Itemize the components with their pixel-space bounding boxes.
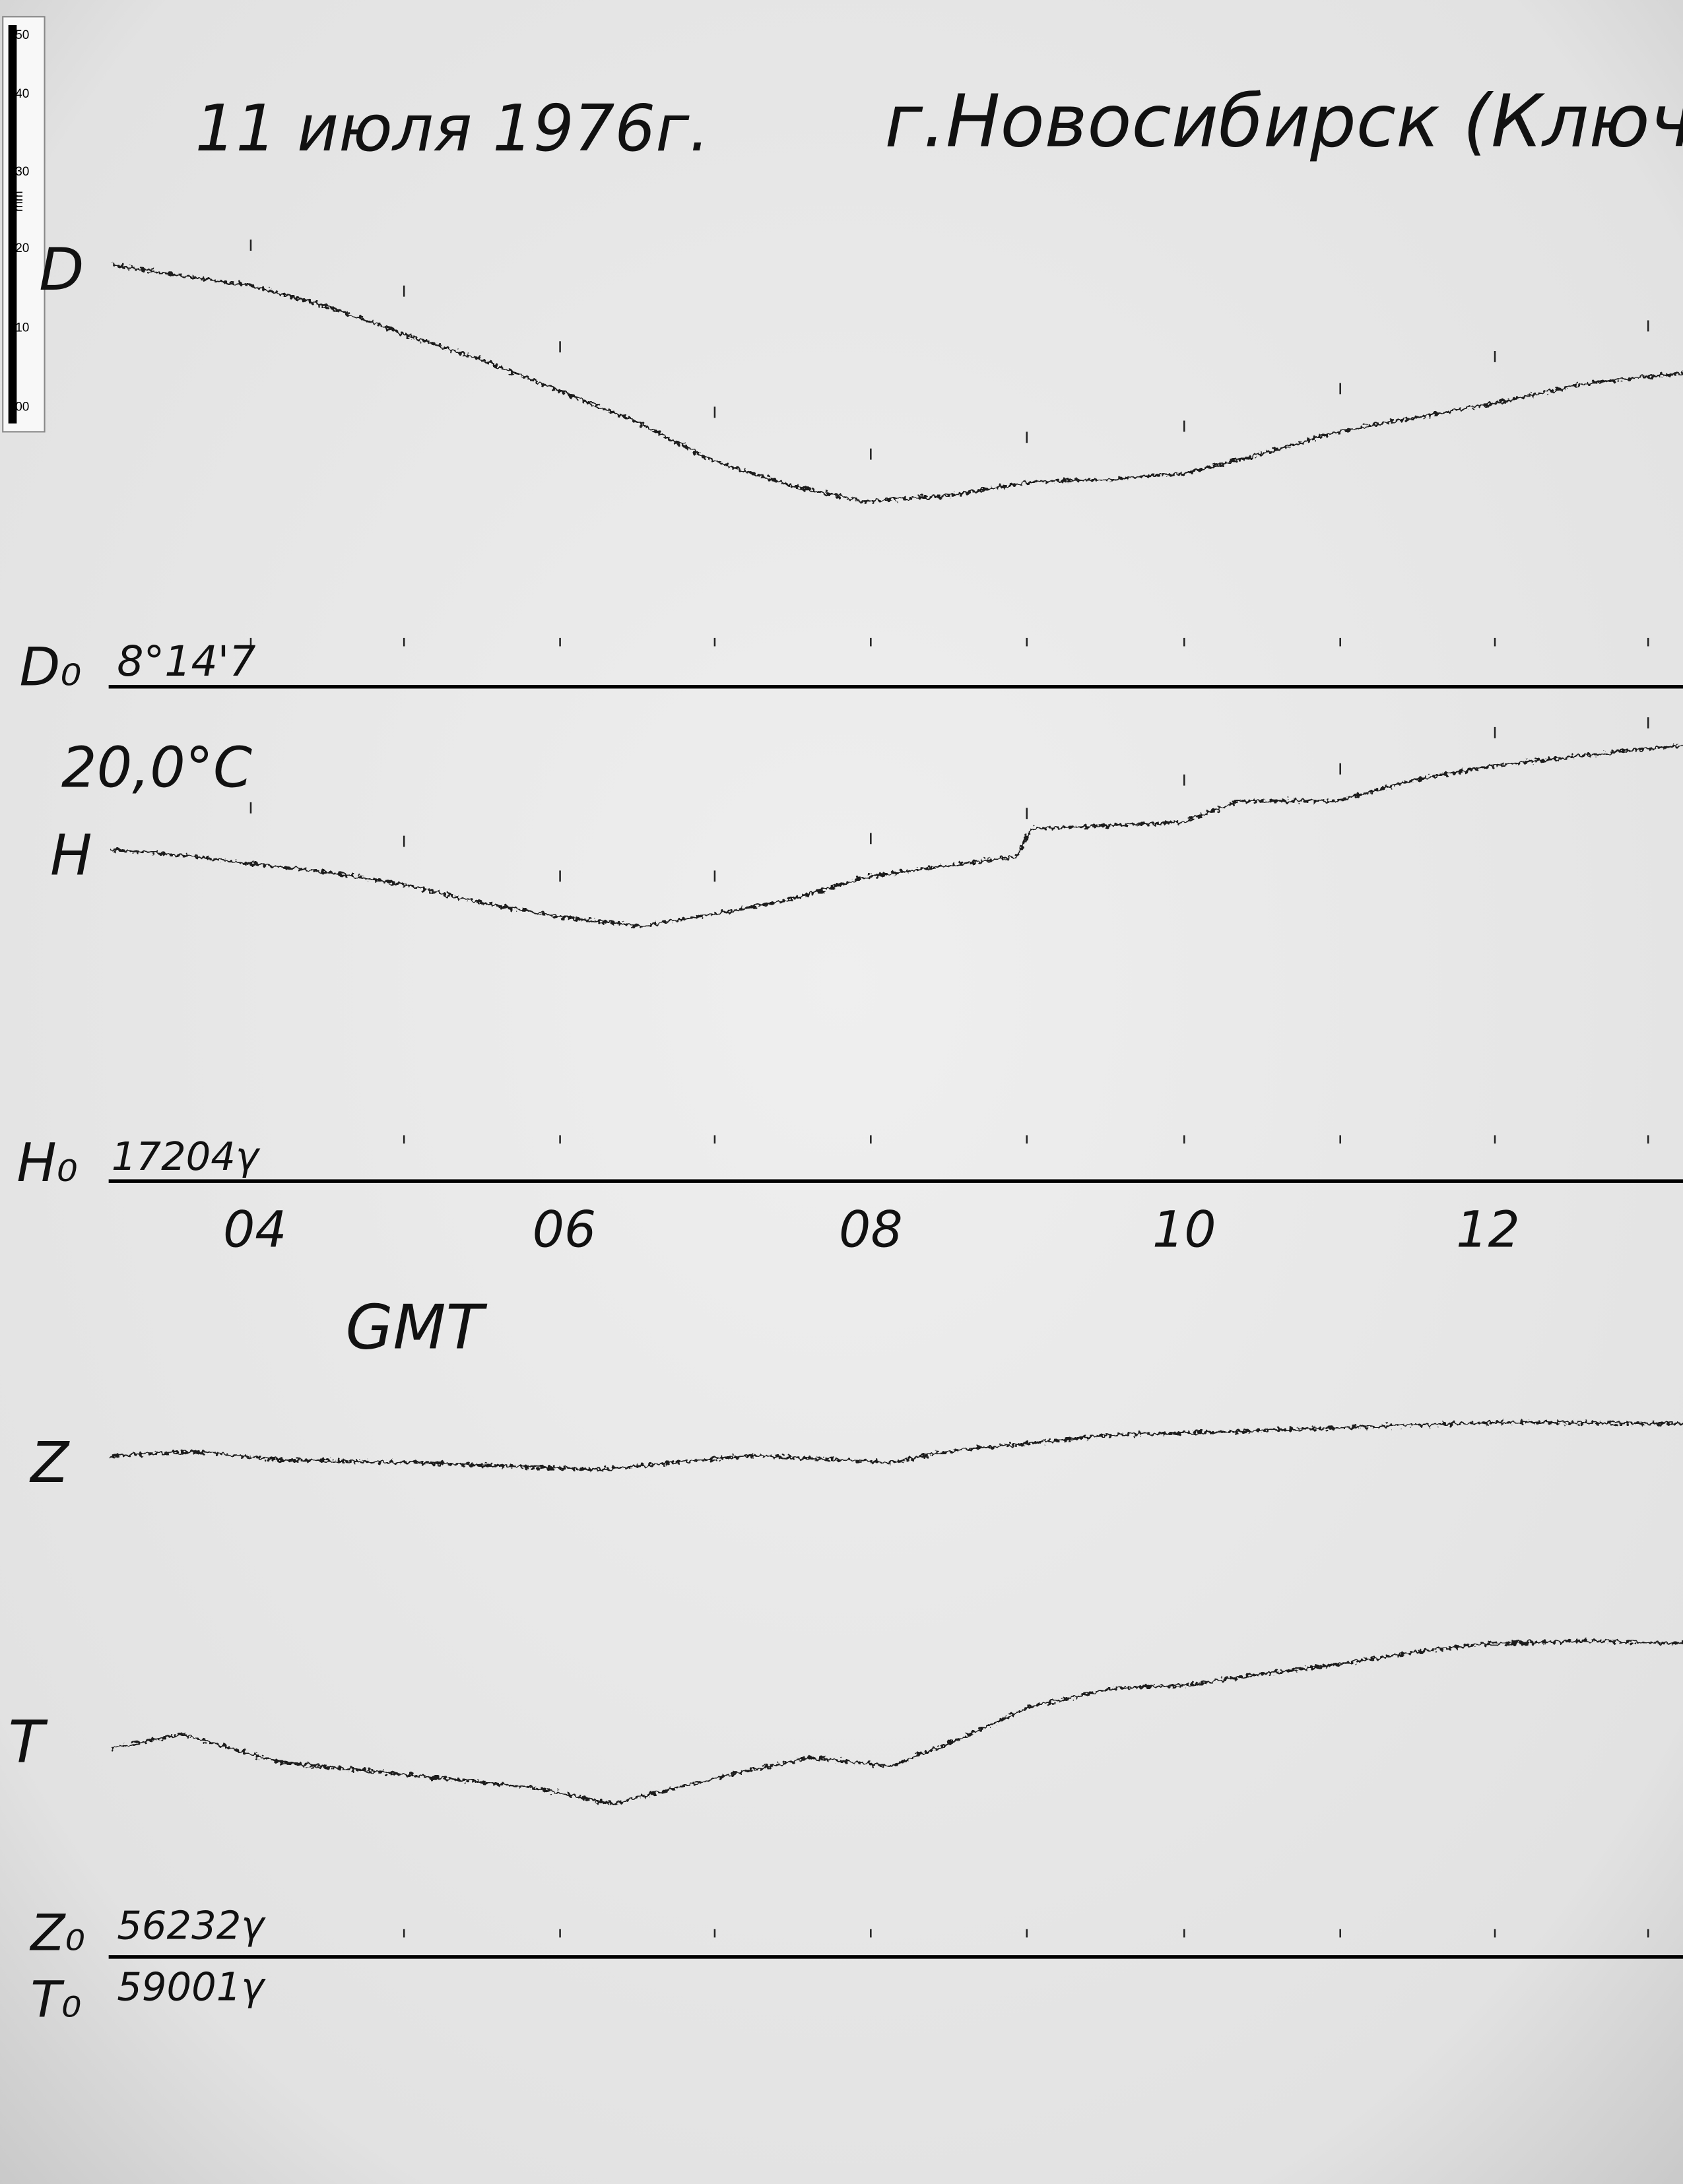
ruler-tick-label: 40 [15, 87, 29, 101]
z-base-label: Z₀ [29, 1903, 85, 1962]
ruler-tick-label: 30 [15, 165, 29, 179]
ruler-tick-label: 00 [15, 401, 29, 414]
d-base-value: 8°14'7 [117, 637, 255, 686]
t-base-label: T₀ [30, 1970, 81, 2029]
t-base-value: 59001γ [117, 1964, 266, 2009]
time-unit: GMT [346, 1291, 488, 1363]
hour-label: 04 [223, 1200, 287, 1258]
d-trace [111, 263, 1683, 503]
t-trace [111, 1640, 1683, 1805]
hour-label: 08 [839, 1200, 903, 1258]
hour-label: 06 [533, 1200, 597, 1258]
z-label: Z [29, 1430, 70, 1495]
hour-ticks [249, 240, 1649, 1938]
date: 11 июля 1976г. [195, 91, 710, 166]
hour-label: 12 [1456, 1200, 1520, 1258]
ruler-scale [8, 24, 17, 424]
h-base-label: H₀ [16, 1132, 77, 1194]
h-base-value: 17204γ [112, 1134, 261, 1179]
t-label: T [9, 1708, 48, 1776]
h-trace [111, 744, 1683, 928]
h-label: H [50, 823, 92, 888]
d-label: D [39, 236, 84, 304]
temperature: 20,0°C [61, 736, 252, 800]
d-base-label: D₀ [20, 637, 82, 698]
hour-label: 10 [1152, 1200, 1216, 1258]
ruler-unit: mm [12, 191, 26, 212]
ruler-tick-label: 20 [15, 241, 29, 255]
ruler-tick-label: 10 [15, 321, 29, 335]
z-base-value: 56232γ [117, 1902, 266, 1948]
hour-marks [249, 240, 1649, 1938]
ruler: 50 40 30 20 10 00 mm [2, 16, 46, 433]
place: г.Новосибирск (Ключи) [884, 79, 1683, 164]
ruler-tick-label: 50 [15, 28, 29, 42]
z-trace [111, 1421, 1683, 1471]
